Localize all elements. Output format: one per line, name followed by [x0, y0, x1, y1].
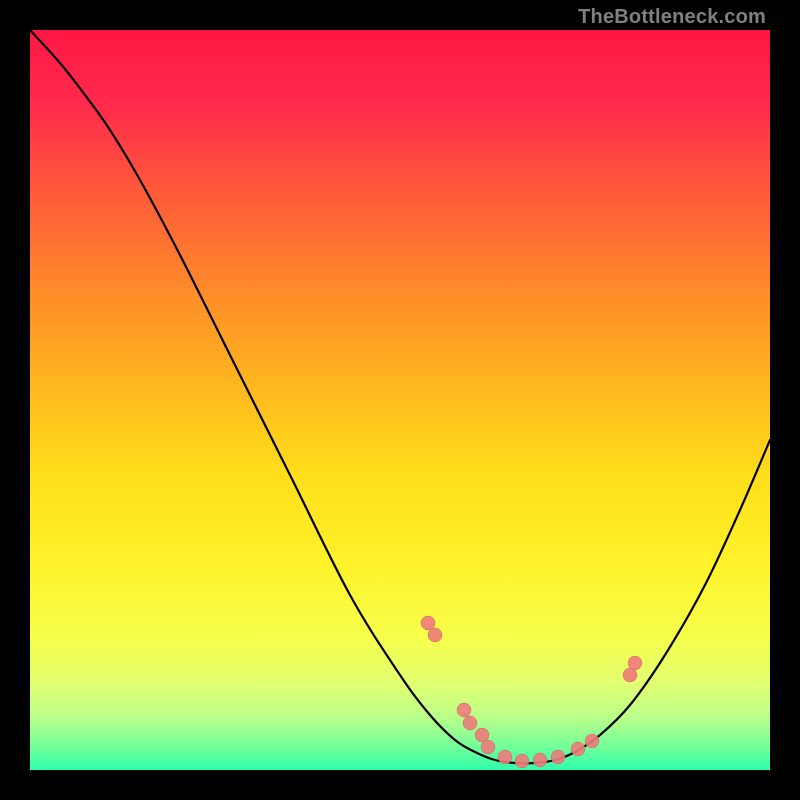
curve-marker — [551, 750, 565, 764]
curve-marker — [421, 616, 435, 630]
curve-marker — [533, 753, 547, 767]
curve-marker — [428, 628, 442, 642]
curve-line — [30, 30, 770, 763]
chart-frame: TheBottleneck.com — [0, 0, 800, 800]
bottleneck-curve — [30, 30, 770, 770]
curve-marker — [585, 734, 599, 748]
watermark-text: TheBottleneck.com — [578, 6, 766, 29]
curve-marker — [515, 754, 529, 768]
curve-marker — [457, 703, 471, 717]
curve-marker — [498, 750, 512, 764]
plot-area — [30, 30, 770, 770]
curve-marker — [571, 742, 585, 756]
curve-marker — [628, 656, 642, 670]
curve-marker — [463, 716, 477, 730]
curve-marker — [481, 740, 495, 754]
curve-markers — [421, 616, 642, 768]
